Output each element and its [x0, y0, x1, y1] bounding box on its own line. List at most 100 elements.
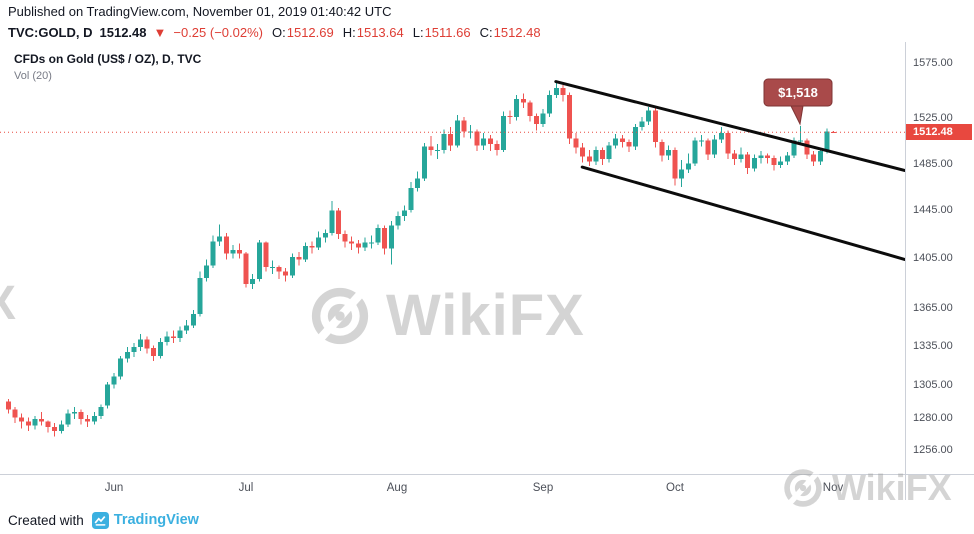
candle-body	[692, 140, 698, 164]
time-tick-label: Nov	[822, 482, 844, 494]
candle-body	[256, 242, 262, 280]
time-tick-label: Aug	[386, 482, 408, 494]
candle-body	[817, 151, 823, 162]
candle-body	[223, 236, 229, 254]
candle-body	[408, 187, 414, 211]
price-callout[interactable]: $1,518	[763, 78, 833, 126]
candle-body	[613, 138, 619, 146]
tradingview-brand-link[interactable]: TradingView	[113, 512, 199, 528]
callout-text: $1,518	[778, 85, 818, 100]
candle-body	[45, 421, 51, 427]
channel-trendline-lower[interactable]	[580, 165, 905, 261]
down-triangle-icon: ▼	[153, 24, 167, 40]
candle-body	[831, 132, 836, 133]
candle-body	[534, 115, 539, 124]
candle-body	[791, 140, 797, 156]
callout-box	[763, 78, 833, 107]
published-bar: Published on TradingView.com, November 0…	[0, 0, 974, 22]
price-change: −0.25 (−0.02%)	[173, 24, 263, 40]
time-tick-label: Oct	[666, 482, 684, 494]
candle-body	[355, 243, 361, 248]
created-with-text: Created with	[8, 512, 84, 528]
candle-body	[210, 241, 216, 266]
candle-body	[190, 313, 196, 326]
candle-body	[204, 265, 209, 278]
price-axis[interactable]: 1512.48 1575.00 1525.00 1485.00 1445.00 1405…	[905, 42, 974, 474]
price-tick-label: 1485.00	[913, 158, 953, 170]
candle-body	[679, 169, 685, 179]
candle-body	[606, 145, 612, 159]
candle-body	[85, 418, 91, 422]
chart-canvas[interactable]: $1,518	[0, 42, 905, 474]
candle-body	[758, 155, 764, 158]
candle-body	[316, 237, 322, 248]
candle-body	[329, 210, 335, 233]
candle-body	[435, 149, 440, 151]
candle-body	[712, 139, 718, 155]
candle-body	[184, 325, 190, 331]
candle-body	[421, 146, 427, 179]
candle-body	[474, 131, 480, 146]
axis-separator	[905, 42, 906, 500]
candle-body	[164, 336, 170, 342]
candle-body	[652, 110, 658, 142]
current-price-tag-value: 1512.48	[913, 126, 953, 138]
candle-body	[369, 242, 374, 244]
candle-body	[501, 115, 506, 150]
candle-body	[296, 257, 302, 260]
candle-body	[738, 154, 744, 159]
price-tick-label: 1405.00	[913, 252, 953, 264]
time-tick-label: Jul	[238, 482, 254, 494]
candle-body	[91, 416, 97, 422]
indicator-label[interactable]: Vol (20)	[14, 70, 52, 82]
candle-body	[718, 132, 724, 140]
candle-body	[309, 246, 315, 248]
high-value: 1513.64	[356, 24, 404, 40]
candle-body	[171, 336, 176, 338]
candle-body	[454, 120, 460, 146]
candle-body	[276, 266, 282, 272]
candle-body	[619, 138, 625, 142]
channel-trendline-upper[interactable]	[554, 80, 905, 172]
time-axis[interactable]: Jun Jul Aug Sep Oct Nov	[0, 474, 974, 506]
candles-layer	[6, 82, 836, 437]
price-tick-label: 1280.00	[913, 412, 953, 424]
candle-body	[263, 242, 269, 267]
attribution-bar: Created with TradingView	[0, 506, 974, 534]
candle-body	[415, 178, 421, 188]
tradingview-logo-icon[interactable]	[91, 511, 109, 529]
chart-title[interactable]: CFDs on Gold (US$ / OZ), D, TVC	[14, 52, 202, 66]
candle-body	[177, 330, 183, 338]
candle-body	[349, 241, 355, 244]
last-price: 1512.48	[99, 24, 147, 40]
candle-body	[666, 149, 671, 156]
candle-body	[784, 155, 790, 162]
candle-body	[382, 228, 388, 249]
candle-body	[230, 249, 236, 254]
candle-body	[283, 271, 289, 276]
candle-body	[751, 157, 757, 169]
candle-body	[118, 358, 124, 377]
current-price-tag: 1512.48	[906, 124, 972, 140]
candle-body	[25, 421, 31, 426]
candle-body	[65, 413, 71, 425]
candle-body	[580, 147, 586, 157]
candle-body	[237, 249, 242, 254]
time-tick-label: Jun	[104, 482, 124, 494]
price-tick-label: 1365.00	[913, 302, 953, 314]
candle-body	[811, 154, 817, 162]
candle-body	[547, 94, 553, 114]
candle-body	[144, 339, 150, 349]
candle-body	[705, 140, 711, 155]
ohlc-readout: O: 1512.69 H: 1513.64 L: 1511.66 C: 1512.48	[272, 25, 541, 40]
candle-body	[6, 401, 11, 410]
candle-body	[487, 138, 493, 145]
candle-body	[441, 133, 447, 150]
candle-body	[586, 156, 592, 162]
price-tick-label: 1305.00	[913, 379, 953, 391]
candle-body	[78, 412, 84, 419]
candle-body	[514, 99, 520, 117]
candle-body	[507, 115, 513, 117]
price-tick-label: 1335.00	[913, 340, 953, 352]
